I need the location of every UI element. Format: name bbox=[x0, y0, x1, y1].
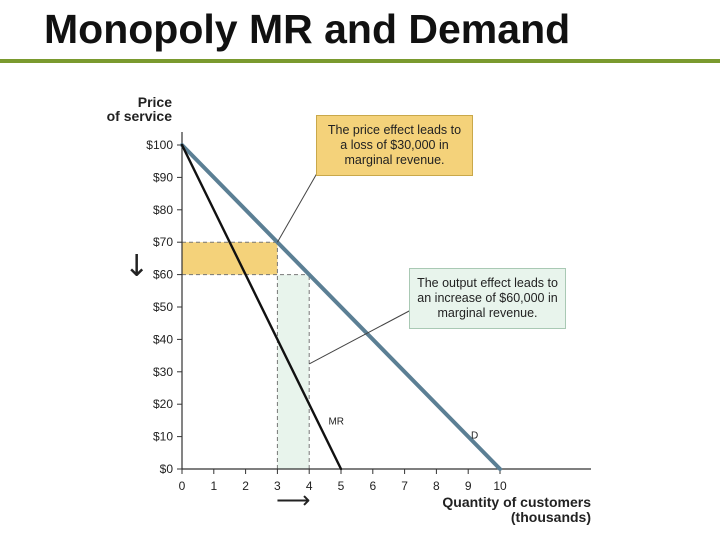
price-effect-line2: a loss of $30,000 in bbox=[340, 138, 449, 152]
output-effect-line2: an increase of $60,000 in bbox=[417, 291, 558, 305]
series-d-label: D bbox=[471, 431, 478, 442]
y-axis-label-line2: of service bbox=[107, 108, 173, 124]
output-effect-line1: The output effect leads to bbox=[417, 276, 558, 290]
tick-layer: $0 $10 $20 $30 $40 $50 $60 $70 $80 $90 $100 0 1 2 3 4 5 6… bbox=[146, 138, 507, 493]
x-tick-label-9: 9 bbox=[465, 479, 472, 493]
series-layer: D MR bbox=[180, 143, 502, 471]
x-tick-label-1: 1 bbox=[210, 479, 217, 493]
x-tick-label-5: 5 bbox=[338, 479, 345, 493]
price-effect-line3: marginal revenue. bbox=[344, 153, 445, 167]
price-effect-callout: The price effect leads to a loss of $30,… bbox=[316, 115, 473, 176]
y-tick-label-100: $100 bbox=[146, 138, 173, 152]
y-tick-label-80: $80 bbox=[153, 203, 173, 217]
y-tick-label-0: $0 bbox=[160, 462, 174, 476]
y-tick-label-40: $40 bbox=[153, 332, 173, 346]
x-axis-label-line1: Quantity of customers bbox=[442, 494, 591, 510]
output-effect-callout: The output effect leads to an increase o… bbox=[409, 268, 566, 329]
shade-layer bbox=[182, 242, 310, 469]
y-tick-label-30: $30 bbox=[153, 365, 173, 379]
price-effect-line1: The price effect leads to bbox=[327, 123, 462, 137]
y-axis-label-line1: Price bbox=[138, 94, 172, 110]
x-tick-label-2: 2 bbox=[242, 479, 249, 493]
x-tick-label-10: 10 bbox=[493, 479, 507, 493]
y-tick-label-60: $60 bbox=[153, 268, 173, 282]
y-tick-label-70: $70 bbox=[153, 235, 173, 249]
x-tick-label-4: 4 bbox=[306, 479, 313, 493]
price-effect-area bbox=[182, 242, 278, 275]
slide-title: Monopoly MR and Demand bbox=[44, 6, 571, 52]
x-tick-label-8: 8 bbox=[433, 479, 440, 493]
price-down-arrow-icon: ↓ bbox=[124, 249, 149, 284]
x-tick-label-6: 6 bbox=[369, 479, 376, 493]
leader-layer bbox=[276, 167, 412, 365]
y-tick-label-50: $50 bbox=[153, 300, 173, 314]
y-tick-label-90: $90 bbox=[153, 170, 173, 184]
quantity-right-arrow-icon: ⟶ bbox=[276, 486, 310, 514]
x-tick-label-0: 0 bbox=[179, 479, 186, 493]
series-mr-label: MR bbox=[328, 417, 344, 428]
price-effect-leader bbox=[276, 167, 321, 243]
x-tick-label-7: 7 bbox=[401, 479, 408, 493]
output-effect-line3: marginal revenue. bbox=[437, 306, 538, 320]
x-tick-label-3: 3 bbox=[274, 479, 281, 493]
series-mr-line bbox=[180, 143, 343, 471]
output-effect-leader bbox=[308, 309, 412, 365]
x-axis-label-line2: (thousands) bbox=[511, 509, 591, 525]
y-tick-label-10: $10 bbox=[153, 430, 173, 444]
series-d-line bbox=[180, 143, 502, 471]
title-divider bbox=[0, 59, 720, 63]
axes bbox=[181, 132, 591, 470]
y-tick-label-20: $20 bbox=[153, 397, 173, 411]
